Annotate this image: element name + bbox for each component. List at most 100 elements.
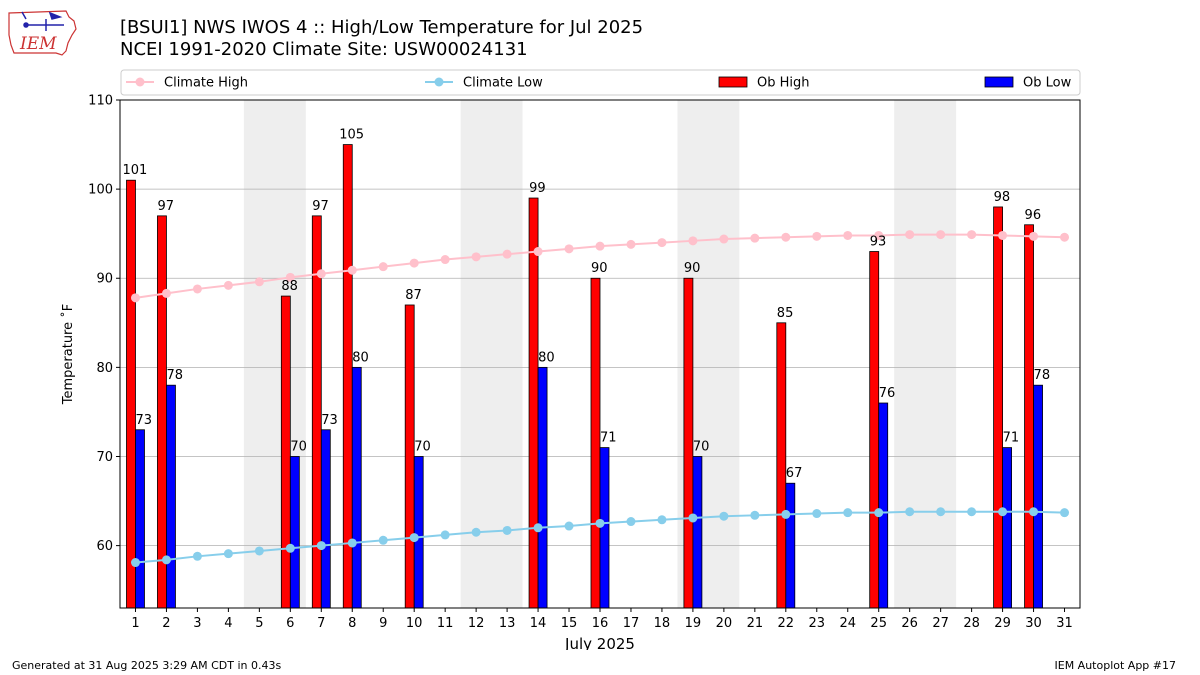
- data-label-ob-low: 73: [321, 413, 338, 428]
- point-climate-low: [657, 515, 667, 525]
- point-climate-low: [874, 508, 884, 518]
- bar-ob-high: [404, 304, 415, 609]
- x-tick-label: 16: [592, 616, 609, 631]
- point-climate-high: [316, 269, 326, 279]
- point-climate-low: [378, 535, 388, 545]
- y-tick-label: 100: [88, 183, 113, 198]
- data-label-ob-high: 96: [1025, 208, 1042, 223]
- legend-item-ob-high: Ob High: [718, 76, 810, 91]
- bar-labels: 101 97 88 97 105 87 99 90 90 85 93 98 96 73 78 70 73 80 70…: [122, 128, 1050, 482]
- data-label-ob-high: 93: [870, 235, 887, 250]
- x-tick-label: 19: [685, 616, 702, 631]
- point-climate-low: [223, 549, 233, 559]
- point-climate-high: [874, 230, 884, 240]
- point-climate-low: [998, 507, 1008, 517]
- point-climate-low: [409, 533, 419, 543]
- point-climate-low: [471, 527, 481, 537]
- legend-box: [120, 69, 1081, 96]
- point-climate-high: [440, 255, 450, 265]
- data-label-ob-low: 70: [693, 439, 710, 454]
- y-tick-label: 110: [88, 94, 113, 109]
- bar-ob-high: [126, 179, 136, 609]
- bar-ob-low: [320, 429, 331, 609]
- logo-text: IEM: [19, 34, 57, 54]
- x-tick-label: 21: [747, 616, 764, 631]
- bar-ob-low: [351, 366, 362, 609]
- point-climate-low: [843, 508, 853, 518]
- legend-marker-climate-high: [135, 77, 145, 87]
- point-climate-high: [161, 288, 171, 298]
- bar-ob-high: [1024, 224, 1034, 609]
- bar-ob-high: [776, 322, 787, 609]
- y-tick-label: 70: [96, 450, 113, 465]
- x-tick-label: 24: [839, 616, 856, 631]
- bar-ob-low: [785, 482, 796, 609]
- point-climate-high: [998, 230, 1008, 240]
- x-tick-label: 18: [654, 616, 671, 631]
- point-climate-high: [1029, 231, 1039, 241]
- point-climate-high: [626, 239, 636, 249]
- data-label-ob-high: 85: [777, 306, 794, 321]
- generated-timestamp: Generated at 31 Aug 2025 3:29 AM CDT in …: [12, 659, 282, 672]
- point-climate-low: [440, 530, 450, 540]
- x-tick-label: 25: [870, 616, 887, 631]
- bar-ob-low: [166, 384, 176, 609]
- point-climate-high: [905, 230, 915, 240]
- weekend-band: [894, 100, 957, 608]
- point-climate-high: [285, 272, 295, 282]
- point-climate-high: [843, 230, 853, 240]
- point-climate-low: [812, 509, 822, 519]
- x-tick-label: 31: [1056, 616, 1073, 631]
- bar-ob-low: [413, 456, 424, 609]
- data-label-ob-high: 90: [591, 261, 608, 276]
- point-climate-low: [781, 509, 791, 519]
- bar-ob-high: [683, 277, 694, 609]
- point-climate-low: [626, 517, 636, 527]
- x-tick-label: 26: [901, 616, 918, 631]
- point-climate-low: [316, 541, 326, 551]
- point-climate-high: [254, 277, 264, 287]
- data-label-ob-high: 101: [122, 163, 147, 178]
- data-label-ob-low: 71: [600, 431, 617, 446]
- x-tick-label: 4: [224, 616, 232, 631]
- bar-ob-low: [1002, 447, 1012, 609]
- x-tick-label: 7: [317, 616, 325, 631]
- data-label-ob-high: 97: [312, 199, 329, 214]
- point-climate-high: [812, 231, 822, 241]
- weather-station-icon: [21, 11, 64, 31]
- point-climate-low: [1060, 508, 1070, 518]
- point-climate-low: [254, 546, 264, 556]
- point-climate-high: [750, 233, 760, 243]
- point-climate-high: [967, 230, 977, 240]
- point-climate-low: [130, 558, 140, 568]
- x-tick-label: 5: [255, 616, 263, 631]
- legend-item-climate-low: Climate Low: [425, 76, 543, 91]
- bar-ob-high: [528, 197, 539, 609]
- chart-title: [BSUI1] NWS IWOS 4 :: High/Low Temperatu…: [120, 17, 644, 38]
- x-tick-label: 2: [162, 616, 170, 631]
- point-climate-high: [502, 249, 512, 259]
- legend-label-climate-low: Climate Low: [463, 76, 543, 91]
- point-climate-low: [502, 525, 512, 535]
- point-climate-low: [595, 518, 605, 528]
- data-label-ob-low: 71: [1003, 431, 1020, 446]
- x-tick-label: 13: [499, 616, 516, 631]
- bar-ob-high: [993, 206, 1003, 609]
- point-climate-high: [378, 262, 388, 272]
- point-climate-high: [471, 252, 481, 262]
- x-tick-label: 11: [437, 616, 454, 631]
- point-climate-low: [750, 510, 760, 520]
- climate-lines: [130, 230, 1070, 568]
- legend-marker-climate-low: [434, 77, 444, 87]
- point-climate-low: [688, 513, 698, 523]
- data-label-ob-low: 80: [538, 350, 555, 365]
- data-label-ob-low: 70: [414, 439, 431, 454]
- weekend-band: [460, 100, 523, 608]
- x-tick-label: 23: [809, 616, 826, 631]
- legend-swatch-ob-high: [718, 76, 748, 88]
- point-climate-low: [161, 555, 171, 565]
- point-climate-low: [347, 538, 357, 548]
- x-tick-label: 29: [994, 616, 1011, 631]
- x-tick-label: 22: [778, 616, 795, 631]
